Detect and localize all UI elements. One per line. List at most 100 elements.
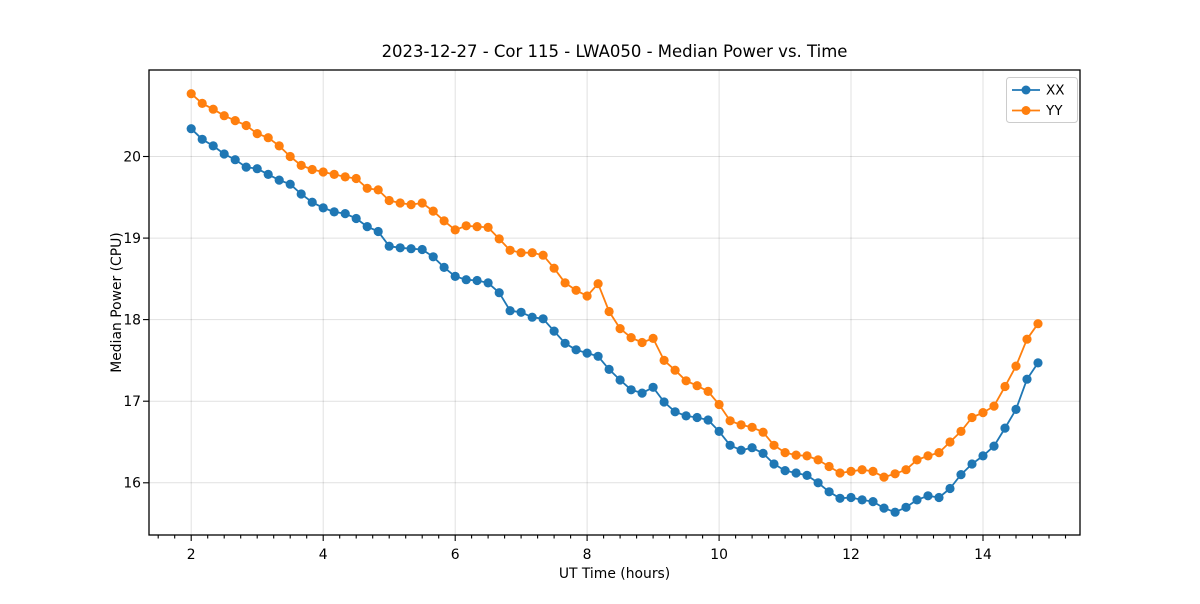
series-yy-marker <box>384 195 394 206</box>
series-xx-marker <box>769 459 779 469</box>
series-xx-marker <box>197 134 207 144</box>
series-xx-marker <box>439 262 449 272</box>
series-yy-marker <box>582 291 592 301</box>
series-xx-marker <box>296 189 306 199</box>
series-xx-marker <box>648 382 658 392</box>
series-yy-marker <box>890 469 900 479</box>
series-xx-marker <box>857 495 867 505</box>
series-yy-marker <box>923 451 933 461</box>
series-yy <box>186 89 1043 482</box>
series-yy-marker <box>593 279 603 289</box>
series-yy-marker <box>406 200 416 210</box>
series-yy-marker <box>736 420 746 430</box>
series-yy-marker <box>978 408 988 418</box>
series-xx-marker <box>835 493 845 503</box>
series-xx-marker <box>417 244 427 255</box>
series-yy-marker <box>868 466 878 476</box>
series-xx-marker <box>780 466 790 476</box>
series-yy-marker <box>835 468 845 478</box>
y-tick-label: 19 <box>123 231 141 247</box>
series-xx-marker <box>219 149 229 159</box>
series-xx-marker <box>670 407 680 417</box>
series-yy-marker <box>945 437 955 447</box>
series-yy-marker <box>428 206 438 216</box>
series-yy-marker <box>670 365 680 375</box>
series-yy-marker <box>967 412 977 423</box>
series-xx-marker <box>934 492 944 503</box>
series-yy-marker <box>472 222 482 232</box>
series-yy-marker <box>879 472 889 482</box>
series-xx-marker <box>186 124 196 134</box>
series-xx-marker <box>912 495 922 505</box>
legend-label-yy: YY <box>1045 103 1063 119</box>
series-xx-marker <box>681 411 691 421</box>
series-xx-marker <box>384 241 394 251</box>
series-yy-marker <box>604 306 614 317</box>
series-yy-marker <box>263 133 273 143</box>
series-xx-marker <box>230 155 240 165</box>
plot-border <box>148 69 1081 536</box>
series-yy-marker <box>1011 361 1021 371</box>
series-xx-marker <box>373 226 383 237</box>
series-yy-marker <box>362 183 372 193</box>
series-yy-marker <box>241 120 251 131</box>
x-axis-label: UT Time (hours) <box>559 566 670 582</box>
series-xx-marker <box>252 164 262 174</box>
chart-title: 2023-12-27 - Cor 115 - LWA050 - Median P… <box>382 42 848 61</box>
series-yy-marker <box>505 245 515 255</box>
legend-item-xx: XX <box>1012 83 1065 99</box>
series-xx-marker <box>582 348 592 358</box>
series-layer <box>186 89 1043 517</box>
series-yy-marker <box>351 173 361 184</box>
series-xx-marker <box>736 445 746 455</box>
x-tick-label: 4 <box>319 547 328 563</box>
series-xx-marker <box>329 207 339 217</box>
series-xx-marker <box>549 326 559 336</box>
series-xx-marker <box>494 288 504 298</box>
series-yy-marker <box>791 450 801 460</box>
series-yy-marker <box>219 111 229 121</box>
series-xx-marker <box>1011 404 1021 414</box>
series-yy-marker <box>956 426 966 436</box>
series-yy-marker <box>637 337 647 348</box>
series-xx-marker <box>692 412 702 423</box>
y-axis-label: Median Power (CPU) <box>109 232 125 372</box>
series-xx-marker <box>989 441 999 451</box>
y-tick-label: 17 <box>123 394 141 410</box>
series-yy-marker <box>208 104 218 114</box>
tick-label-layer: 2 4 6 8 10 12 14 16 17 18 19 20 <box>123 149 992 563</box>
series-yy-marker <box>802 451 812 461</box>
series-xx-marker <box>1033 358 1043 368</box>
series-yy-marker <box>329 169 339 179</box>
series-xx-marker <box>318 203 328 213</box>
series-yy-marker <box>483 222 493 232</box>
series-xx-marker <box>945 483 955 494</box>
series-yy-marker <box>1022 334 1032 344</box>
legend-box <box>1006 77 1078 123</box>
series-yy-marker <box>395 198 405 208</box>
series-xx-marker <box>846 492 856 503</box>
series-xx-marker <box>758 448 768 458</box>
series-xx-marker <box>967 459 977 469</box>
series-yy-marker <box>692 381 702 391</box>
series-xx-marker <box>538 314 548 324</box>
y-tick-label: 18 <box>123 312 141 328</box>
series-yy-marker <box>318 167 328 177</box>
series-yy-marker <box>747 422 757 432</box>
series-xx-marker <box>241 162 251 172</box>
series-xx <box>186 124 1043 517</box>
series-yy-line <box>190 92 1039 478</box>
series-yy-marker <box>527 248 537 258</box>
series-yy-marker <box>769 440 779 450</box>
legend-marker-xx <box>1021 85 1031 95</box>
series-xx-marker <box>813 478 823 488</box>
y-tick-label: 20 <box>123 149 141 165</box>
series-yy-marker <box>274 141 284 151</box>
series-xx-marker <box>362 222 372 232</box>
series-xx-marker <box>516 307 526 317</box>
series-yy-marker <box>934 448 944 458</box>
series-xx-marker <box>725 440 735 450</box>
series-xx-marker <box>274 175 284 185</box>
series-xx-marker <box>901 502 911 512</box>
